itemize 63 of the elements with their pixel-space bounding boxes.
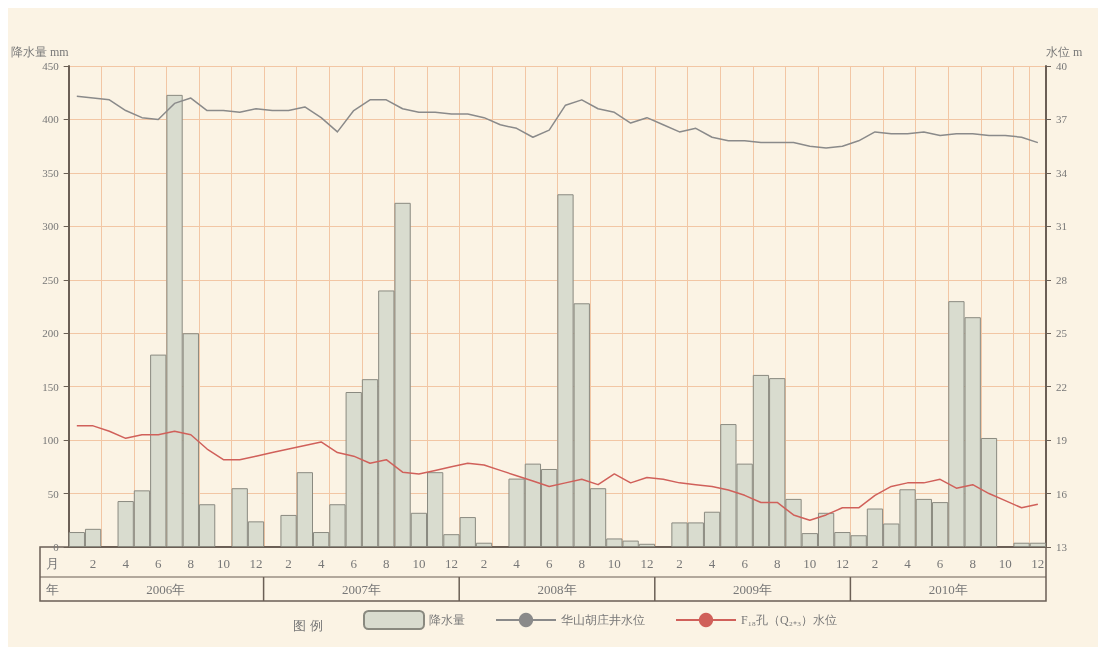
y2-tick-label: 28 [1056, 273, 1068, 286]
x-tick-label: 12 [249, 556, 263, 571]
legend-label: 华山胡庄井水位 [561, 613, 645, 627]
x-tick-label: 8 [969, 556, 976, 571]
x-tick-label: 8 [187, 556, 195, 571]
y2-tick-label: 31 [1056, 220, 1067, 233]
y2-tick-label: 19 [1056, 434, 1068, 447]
x-tick-label: 12 [640, 556, 654, 571]
x-tick-label: 4 [708, 556, 716, 571]
x-tick-label: 4 [122, 556, 130, 571]
line-series [76, 425, 1039, 522]
x-tick-label: 2 [871, 556, 879, 571]
x-tick-label: 8 [383, 556, 390, 571]
x-tick-label: 10 [803, 556, 817, 571]
legend-label: 降水量 [429, 613, 465, 627]
y2-tick-label: 40 [1056, 60, 1068, 72]
text: 2009年 [733, 581, 773, 597]
y2-tick-label: 25 [1056, 327, 1068, 340]
text: 2010年 [928, 581, 968, 597]
y2-tick-label: 34 [1056, 166, 1068, 179]
y-tick-label: 100 [42, 434, 60, 447]
x-tick-label: 4 [317, 556, 325, 571]
x-tick-label: 6 [936, 556, 944, 571]
y-tick-label: 450 [42, 60, 60, 72]
y2-tick-label: 16 [1056, 487, 1068, 500]
y-axis-title: 降水量 mm [11, 45, 70, 59]
x-tick-label: 2 [89, 556, 97, 571]
y2-tick-label: 13 [1056, 541, 1068, 553]
x-tick-label: 2 [285, 556, 292, 571]
y2-tick-label: 37 [1056, 113, 1068, 126]
x-tick-label: 6 [155, 556, 163, 571]
x-tick-label: 10 [216, 556, 230, 571]
x-tick-label: 4 [904, 556, 912, 571]
x-tick-label: 4 [513, 556, 521, 571]
x-tick-label: 8 [773, 556, 781, 571]
x-tick-label: 2 [480, 556, 488, 571]
y-tick-label: 350 [42, 166, 60, 179]
y-tick-label: 400 [42, 113, 60, 126]
y2-axis-title: 水位 m [1046, 45, 1083, 59]
x-tick-label: 10 [607, 556, 621, 571]
y-tick-label: 250 [42, 273, 60, 286]
text: 2006年 [146, 581, 186, 597]
x-tick-label: 12 [1031, 556, 1045, 571]
legend-title: 图 例 [293, 617, 323, 633]
legend-label: F₁₈孔（Q₂₊₃）水位 [741, 613, 838, 627]
x-tick-label: 10 [412, 556, 426, 571]
x-tick-label: 6 [545, 556, 553, 571]
y-tick-label: 50 [47, 487, 60, 500]
y-tick-label: 300 [42, 220, 60, 233]
x-tick-label: 6 [350, 556, 358, 571]
y-tick-label: 150 [42, 380, 60, 393]
x-tick-label: 10 [998, 556, 1012, 571]
x-tick-label: 2 [676, 556, 683, 571]
text: 月 [45, 555, 59, 571]
x-tick-label: 12 [835, 556, 849, 571]
text: 年 [45, 581, 59, 597]
x-tick-label: 6 [741, 556, 749, 571]
y-tick-label: 200 [42, 327, 60, 340]
x-tick-label: 12 [444, 556, 458, 571]
text: 2007年 [341, 581, 381, 597]
y2-tick-label: 22 [1056, 380, 1067, 393]
text: 2008年 [537, 581, 577, 597]
x-tick-label: 8 [578, 556, 586, 571]
